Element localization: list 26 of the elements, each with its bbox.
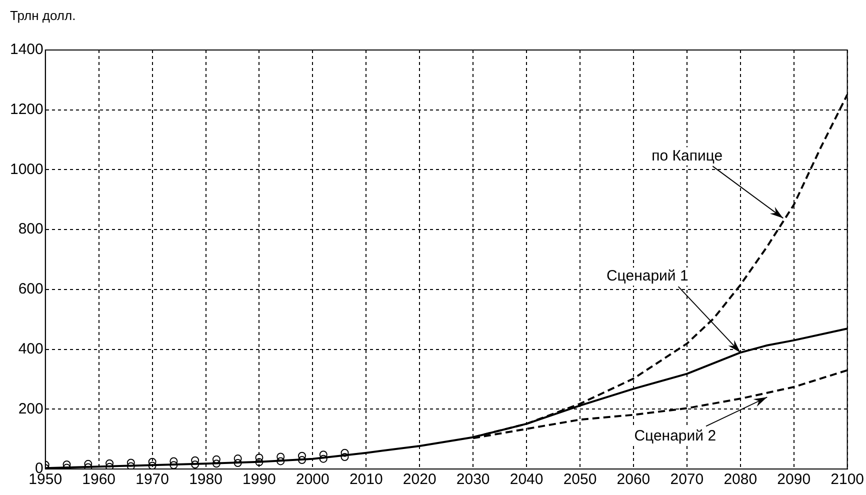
x-tick-label: 2070 <box>670 471 704 488</box>
x-tick-label: 2040 <box>510 471 544 488</box>
x-tick-label: 2010 <box>349 471 383 488</box>
y-tick-label: 200 <box>18 400 44 418</box>
annotation: Сценарий 2 <box>634 427 716 444</box>
x-tick-label: 1960 <box>82 471 116 488</box>
x-tick-label: 2060 <box>616 471 650 488</box>
y-tick-label: 1200 <box>10 101 44 118</box>
annotation: по Капице <box>652 147 723 164</box>
x-tick-label: 2030 <box>456 471 490 488</box>
x-tick-label: 1990 <box>242 471 276 488</box>
x-tick-label: 2050 <box>563 471 597 488</box>
x-tick-label: 2080 <box>724 471 758 488</box>
y-tick-label: 1400 <box>10 41 44 58</box>
y-tick-label: 400 <box>18 340 44 358</box>
x-tick-label: 2000 <box>296 471 330 488</box>
y-tick-label: 1000 <box>10 160 44 178</box>
x-tick-label: 1980 <box>189 471 222 488</box>
x-tick-label: 1970 <box>136 471 169 488</box>
annotation: Сценарий 1 <box>606 268 688 285</box>
y-tick-label: 800 <box>18 220 44 238</box>
x-tick-label: 2100 <box>830 471 864 488</box>
y-tick-label: 600 <box>18 280 44 298</box>
y-axis-title: Трлн долл. <box>10 8 76 23</box>
x-tick-label: 2020 <box>402 471 436 488</box>
x-tick-label: 2090 <box>777 471 811 488</box>
